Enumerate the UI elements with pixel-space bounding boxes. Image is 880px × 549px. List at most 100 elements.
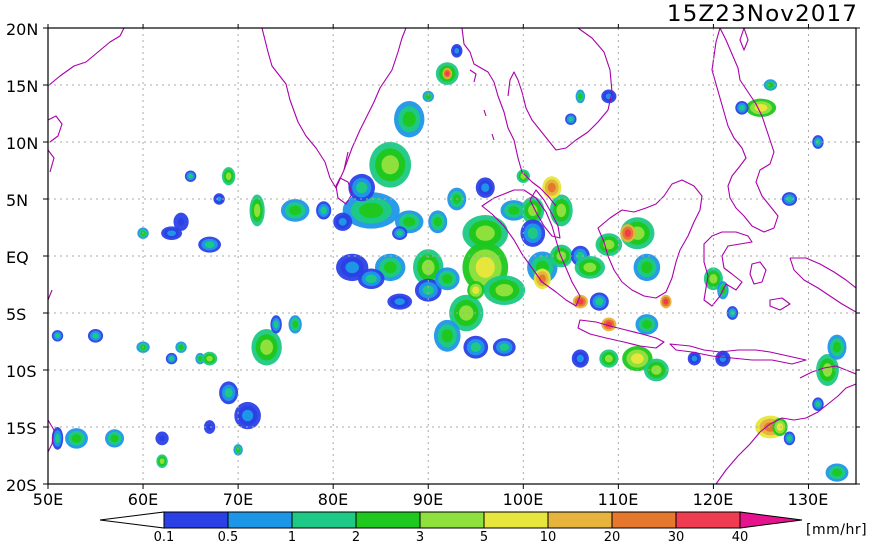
colorbar-tick-10: 10 [539,530,557,545]
rain-cell-core [320,206,327,215]
rain-cell-core [292,320,298,329]
colorbar [99,511,803,529]
coast-taiwan [739,28,749,51]
rain-cell-core [422,285,434,295]
rain-cell-core [253,203,261,218]
coast-indochina [507,28,613,151]
rain-cell-core [459,305,474,321]
colorbar-tick-0-1: 0.1 [153,530,175,545]
colorbar-tick-1: 1 [287,530,297,545]
rain-cell-core [441,329,453,343]
colorbar-swatch [419,511,485,529]
rain-cell-core [225,172,232,181]
coast-arabia [48,28,125,143]
colorbar-swatch [163,511,229,529]
lon-label-130e: 130E [787,490,829,509]
rain-cell-core [624,229,632,238]
rain-cell-core [787,435,792,442]
lon-label-70e: 70E [222,490,254,509]
coast-sumatra [481,189,581,307]
coast-myanmar-thailand [461,28,557,207]
rain-cell-core [663,298,669,305]
rain-cell-core [216,196,222,202]
coast-africa [48,149,55,301]
rain-cell-core [556,203,567,218]
colorbar-swatch [355,511,421,529]
lat-label-5n: 5N [6,191,29,210]
colorbar-units: [mm/hr] [806,522,868,538]
map-title: 15Z23Nov2017 [666,2,858,27]
rain-cell-core [204,241,215,248]
lat-label-eq: EQ [6,248,29,267]
rain-cell-core [754,103,768,112]
coast-lesser-sunda [669,343,807,365]
colorbar-swatch [483,511,549,529]
rain-cell-core [495,283,514,297]
lon-label-50e: 50E [32,490,64,509]
rain-cell-core [433,217,442,227]
rain-cell-core [454,47,460,54]
coast-java [577,319,665,349]
rain-cell-core [528,204,538,217]
colorbar-tick-2: 2 [351,530,361,545]
rain-cell-core [260,339,274,355]
lat-label-10s: 10S [6,362,37,381]
lat-label-15s: 15S [6,419,37,438]
rain-cell-core [445,71,450,76]
rain-cell-core [359,202,384,219]
rain-cell-core [394,298,405,305]
colorbar-swatch [291,511,357,529]
rain-cell-core [475,256,495,278]
colorbar-tick-3: 3 [415,530,425,545]
rain-cell-core [578,93,583,100]
rain-cell-core [719,355,727,362]
coast-philippines [711,28,779,233]
colorbar-swatch [675,511,741,529]
rain-cell-core [177,217,185,226]
rain-cell-core [538,274,546,284]
rain-cell-core [568,116,574,122]
rain-cell-core [55,433,60,444]
rain-cell-core [188,173,193,179]
rain-cell-core [167,230,176,237]
colorbar-over-arrow [739,511,803,529]
rain-cell-core [576,354,584,363]
rain-cell-core [832,468,842,477]
rain-cell-core [92,332,99,339]
rain-cell-core [402,111,416,127]
rain-cell-core [651,365,662,375]
lat-label-20s: 20S [6,476,37,495]
lat-label-15n: 15N [6,77,39,96]
coast-malay [529,189,561,239]
rain-cell-core [338,217,347,226]
rain-cell-core [110,434,119,443]
rain-cell-core [603,239,615,250]
rain-cell-core [159,458,165,465]
rain-cell-core [178,344,184,350]
coast-sulawesi [703,231,753,307]
coast-moluccas [749,261,791,311]
rain-cell-core [630,353,644,364]
rain-cell-core [786,196,793,202]
rain-cell-core [345,261,359,274]
rain-cell-core [709,274,718,284]
coast-andaman [469,69,495,141]
rain-cell-core [383,261,397,274]
rain-cell-core [273,320,279,329]
colorbar-tick-30: 30 [667,530,685,545]
rain-cell-core [547,182,556,193]
rain-cell-core [169,356,174,361]
lon-label-90e: 90E [412,490,444,509]
rain-cell-core [527,227,538,239]
lat-label-20n: 20N [6,20,39,39]
rain-cell-core [403,217,416,227]
rain-cell-core [289,205,302,216]
rain-cell-core [356,181,368,194]
colorbar-swatch [547,511,613,529]
rain-cell-core [815,401,821,408]
rain-cell-core [604,354,613,363]
rain-cells [51,43,849,482]
rain-cell-core [207,424,212,430]
